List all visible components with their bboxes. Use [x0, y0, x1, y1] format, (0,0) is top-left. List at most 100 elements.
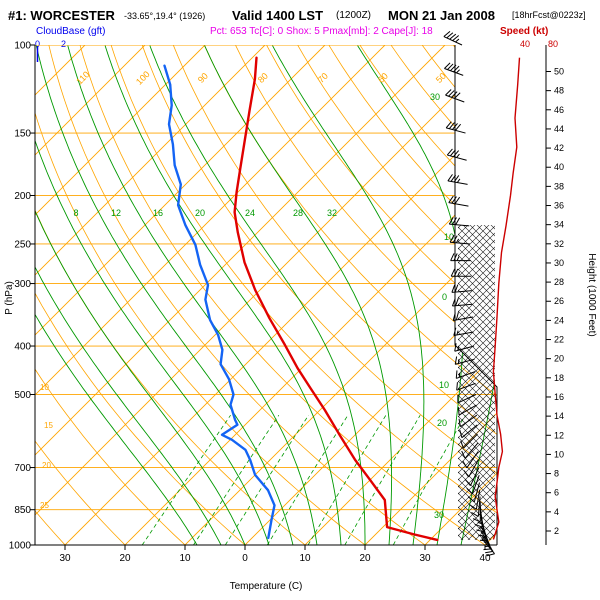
wind-speed-curve	[492, 57, 521, 540]
temperature-tick-label: 10	[179, 553, 191, 564]
wind-barb-feather	[454, 343, 457, 352]
height-tick-label: 14	[554, 411, 564, 421]
temperature-trace	[233, 56, 439, 542]
wind-barb-staff	[461, 424, 478, 439]
height-tick-label: 48	[554, 86, 564, 96]
wind-barb-feather	[450, 174, 457, 182]
wind-barb-staff	[468, 459, 480, 478]
wind-barb-feather	[486, 553, 495, 557]
wind-barb-feather	[453, 175, 460, 183]
isotherm-top-label: 60	[376, 71, 390, 85]
wind-barb-feather	[451, 196, 457, 204]
dry-adiabat-line	[297, 45, 497, 545]
height-tick-label: 40	[554, 162, 564, 172]
pressure-tick-label: 400	[14, 342, 31, 353]
right-edge-label: 30	[434, 510, 444, 520]
height-tick-label: 26	[554, 296, 564, 306]
wind-barb-feather	[460, 440, 464, 449]
wind-barb-feather	[463, 470, 469, 478]
wind-barb-feather	[449, 235, 455, 243]
pressure-tick-label: 700	[14, 463, 31, 474]
height-tick-label: 34	[554, 220, 564, 230]
wind-barb-half-feather	[456, 256, 460, 261]
wind-barb-feather	[454, 284, 459, 293]
wind-barb-feather	[450, 253, 455, 261]
left-edge-label: 15	[44, 421, 53, 430]
wind-barb-feather	[455, 123, 462, 131]
temperature-tick-label: 20	[359, 553, 371, 564]
wind-barb-feather	[455, 217, 461, 225]
moist-adiabat-label: 12	[111, 208, 121, 218]
wind-barb-feather	[469, 504, 477, 510]
cloudbase-legend-label: CloudBase (gft)	[36, 26, 106, 37]
height-tick-label: 24	[554, 315, 564, 325]
height-tick-label: 50	[554, 66, 564, 76]
wind-barb-feather	[449, 149, 456, 157]
height-tick-label: 30	[554, 258, 564, 268]
wind-barb-staff	[466, 451, 479, 469]
wind-barb-feather	[451, 284, 456, 293]
wind-barb-feather	[455, 312, 459, 321]
valid-utc: (1200Z)	[336, 10, 372, 21]
isotherm-line	[124, 45, 497, 545]
wind-barb-feather	[444, 62, 451, 69]
wind-barb-feather	[451, 91, 458, 98]
wind-barb-feather	[467, 496, 475, 503]
wind-barb-staff	[471, 474, 480, 495]
wind-barb-feather	[453, 327, 457, 336]
isotherm-line	[35, 45, 497, 545]
temperature-axis-title: Temperature (C)	[230, 581, 303, 592]
wind-barb-feather	[448, 90, 455, 97]
wind-barb-staff	[456, 382, 476, 391]
height-tick-label: 22	[554, 335, 564, 345]
wind-barb-feather	[456, 382, 458, 391]
isotherm-top-label: 110	[74, 69, 91, 86]
right-edge-label: 30	[430, 92, 440, 102]
pressure-axis-title: P (hPa)	[4, 281, 15, 315]
wind-barb-feather	[457, 407, 460, 416]
wind-barb-staff	[464, 442, 479, 459]
moist-adiabat-line	[35, 45, 270, 545]
dry-adiabat-line	[173, 45, 497, 545]
height-tick-label: 36	[554, 201, 564, 211]
wind-barb-half-feather	[457, 359, 460, 364]
wind-barb-feather	[454, 196, 461, 205]
wind-barb-staff	[481, 534, 494, 552]
isotherm-top-label: 90	[196, 71, 210, 85]
wind-barb-feather	[445, 89, 452, 96]
wind-barb-feather	[451, 298, 456, 307]
speed-scale-tick-80: 80	[548, 39, 559, 49]
wind-barb-staff	[457, 394, 477, 404]
isotherm-line	[364, 45, 497, 545]
wind-barb-half-feather	[455, 38, 460, 43]
mixing-ratio-line	[224, 414, 309, 545]
pressure-tick-label: 100	[14, 41, 31, 52]
wind-barb-staff	[469, 467, 480, 486]
wind-barb-feather	[443, 31, 451, 37]
forecast-tag: [18hrFcst@0223z]	[512, 10, 586, 20]
right-edge-label: 10	[439, 380, 449, 390]
wind-barb-feather	[455, 370, 458, 379]
pressure-tick-label: 500	[14, 390, 31, 401]
isotherm-line	[35, 45, 326, 545]
wind-barb-half-feather	[456, 178, 461, 183]
wind-barb-half-feather	[456, 153, 460, 158]
wind-barb-feather	[453, 253, 458, 261]
wind-barb-staff	[481, 538, 495, 555]
height-tick-label: 20	[554, 354, 564, 364]
wind-barb-staff	[463, 433, 478, 449]
speed-scale-tick-40: 40	[520, 39, 531, 49]
temperature-tick-label: 30	[59, 553, 71, 564]
wind-barb-half-feather	[457, 271, 461, 277]
wind-barb-feather	[450, 64, 457, 72]
height-tick-label: 16	[554, 392, 564, 402]
isotherm-top-label: 70	[316, 71, 330, 85]
moist-adiabat-line	[67, 45, 318, 545]
right-edge-label: 20	[437, 418, 447, 428]
wind-barb-staff	[460, 414, 478, 428]
speed-legend-label: Speed (kt)	[500, 26, 549, 37]
moist-adiabat-line	[204, 45, 393, 545]
left-edge-label: 10	[40, 383, 49, 392]
